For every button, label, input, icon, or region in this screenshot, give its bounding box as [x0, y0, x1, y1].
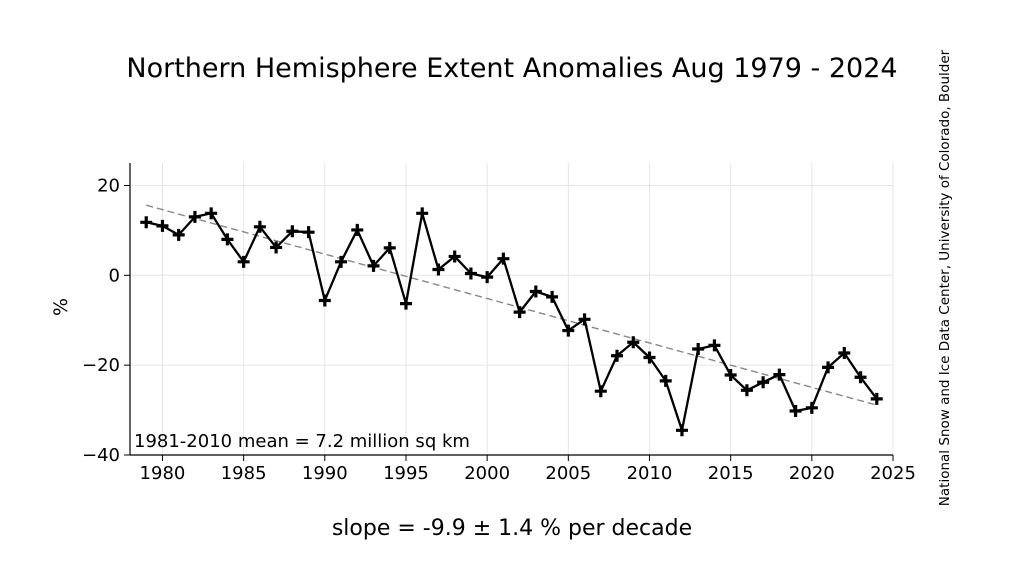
data-point-marker	[351, 223, 364, 236]
data-point-marker	[611, 349, 624, 362]
x-tick-label: 2025	[870, 463, 916, 484]
x-tick-label: 2020	[789, 463, 835, 484]
data-point-marker	[675, 424, 688, 437]
y-tick-label: −40	[82, 445, 120, 466]
data-point-marker	[464, 267, 477, 280]
data-point-marker	[286, 225, 299, 238]
data-point-marker	[724, 369, 737, 382]
grid-lines	[130, 163, 894, 456]
data-point-marker	[692, 342, 705, 355]
y-tick-label: 20	[97, 175, 120, 196]
data-point-marker	[399, 297, 412, 310]
data-point-marker	[757, 376, 770, 389]
data-point-marker	[659, 374, 672, 387]
data-point-marker	[789, 404, 802, 417]
chart-title: Northern Hemisphere Extent Anomalies Aug…	[126, 53, 898, 84]
data-point-marker	[627, 336, 640, 349]
data-point-marker	[237, 255, 250, 268]
data-point-marker	[140, 216, 153, 229]
data-point-marker	[205, 207, 218, 220]
data-point-marker	[156, 219, 169, 232]
data-point-marker	[805, 401, 818, 414]
x-tick-label: 2005	[545, 463, 591, 484]
data-markers	[140, 207, 883, 437]
data-point-marker	[822, 361, 835, 374]
data-point-marker	[432, 263, 445, 276]
data-point-marker	[740, 384, 753, 397]
data-point-marker	[513, 306, 526, 319]
data-point-marker	[562, 324, 575, 337]
data-point-marker	[529, 285, 542, 298]
data-point-marker	[253, 220, 266, 233]
data-point-marker	[270, 241, 283, 254]
data-point-marker	[578, 313, 591, 326]
data-point-marker	[643, 351, 656, 364]
data-point-marker	[497, 252, 510, 265]
data-point-marker	[172, 228, 185, 241]
data-point-marker	[335, 255, 348, 268]
tick-labels: 1980 1985 1990 1995 2000 2005 2010 2015 2020 2025…	[82, 175, 916, 484]
slope-label: slope = -9.9 ± 1.4 % per decade	[331, 516, 693, 541]
x-tick-label: 2000	[464, 463, 510, 484]
data-point-marker	[773, 368, 786, 381]
data-point-marker	[188, 210, 201, 223]
y-tick-label: −20	[82, 355, 120, 376]
axes	[124, 163, 894, 461]
data-point-marker	[854, 371, 867, 384]
x-tick-label: 1985	[221, 463, 267, 484]
data-point-marker	[416, 207, 429, 220]
y-axis-label: %	[50, 298, 72, 316]
x-tick-label: 2010	[627, 463, 673, 484]
data-point-marker	[838, 347, 851, 360]
data-point-marker	[708, 339, 721, 352]
data-point-marker	[302, 226, 315, 239]
data-point-marker	[546, 290, 559, 303]
data-point-marker	[318, 294, 331, 307]
x-tick-label: 1995	[383, 463, 429, 484]
series-line	[145, 212, 878, 432]
data-point-marker	[594, 385, 607, 398]
x-tick-label: 2015	[708, 463, 754, 484]
mean-annotation: 1981-2010 mean = 7.2 million sq km	[134, 431, 470, 452]
data-point-marker	[870, 392, 883, 405]
data-point-marker	[221, 233, 234, 246]
y-tick-label: 0	[109, 265, 120, 286]
data-point-marker	[383, 241, 396, 254]
x-tick-label: 1990	[302, 463, 348, 484]
data-point-marker	[367, 259, 380, 272]
data-point-marker	[481, 271, 494, 284]
x-tick-label: 1980	[140, 463, 186, 484]
data-point-marker	[448, 250, 461, 263]
